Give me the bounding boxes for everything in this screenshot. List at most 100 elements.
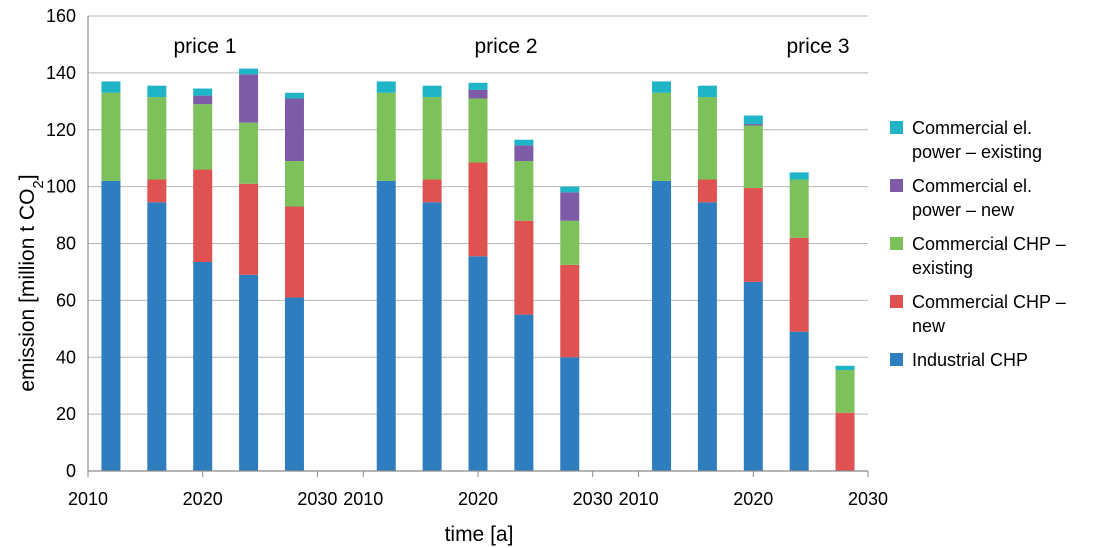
bar-segment <box>422 97 442 180</box>
bar-segment <box>284 206 304 298</box>
x-tick-labels: 2010 2020 2030 2010 2020 2030 2010 2020 2030 <box>68 489 888 509</box>
bar-segment <box>743 124 763 126</box>
bar-segment <box>514 220 534 315</box>
bar-segment <box>835 370 855 413</box>
y-tick-label: 160 <box>46 6 76 26</box>
y-tick-label: 20 <box>56 404 76 424</box>
legend-label: Commercial el. power – existing <box>912 118 1043 162</box>
bar-segment <box>376 180 396 471</box>
x-tick-label: 2010 <box>619 489 659 509</box>
bar-segment <box>789 179 809 238</box>
bar-segment <box>101 180 121 471</box>
legend-label: Industrial CHP <box>912 350 1029 370</box>
legend-item: Commercial CHP – existing <box>890 232 1095 280</box>
bar-segment <box>697 202 717 471</box>
bar-segment <box>789 331 809 471</box>
group-label: price 1 <box>173 35 236 58</box>
bar-segment <box>101 92 121 181</box>
legend-item: Industrial CHP <box>890 348 1095 372</box>
legend-swatch <box>890 353 903 366</box>
x-tick-label: 2030 <box>848 489 888 509</box>
bar-segment <box>652 180 672 471</box>
bar-segment <box>422 179 442 203</box>
bar-segment <box>376 92 396 181</box>
bar-segment <box>697 97 717 180</box>
x-tick-label: 2020 <box>183 489 223 509</box>
bar-segment <box>284 161 304 207</box>
bar-segment <box>284 297 304 471</box>
legend-label: Commercial el. power – new <box>912 176 1033 220</box>
group-label: price 2 <box>474 35 537 58</box>
legend: Commercial el. power – existing Commercia… <box>890 116 1095 382</box>
bar-segment <box>789 237 809 332</box>
y-tick-label: 40 <box>56 347 76 367</box>
y-tick-labels: 0 20 40 60 80 100 120 140 160 <box>46 6 76 481</box>
bar-segment <box>239 183 259 275</box>
legend-label: Commercial CHP – existing <box>912 234 1066 278</box>
bar-segment <box>284 92 304 99</box>
bar-segment <box>468 82 488 90</box>
legend-item: Commercial el. power – new <box>890 174 1095 222</box>
bar-segment <box>239 122 259 184</box>
bar-segment <box>193 95 213 105</box>
bar-segment <box>193 104 213 170</box>
bar-segment <box>743 281 763 471</box>
bar-segment <box>147 202 167 471</box>
bar-segment <box>560 264 580 358</box>
bars <box>101 68 855 471</box>
bar-segment <box>743 188 763 282</box>
bar-segment <box>514 161 534 221</box>
bar-segment <box>835 412 855 471</box>
y-tick-label: 100 <box>46 177 76 197</box>
bar-segment <box>147 179 167 203</box>
bar-segment <box>239 68 259 75</box>
bar-segment <box>560 220 580 265</box>
bar-segment <box>743 115 763 125</box>
bar-segment <box>514 145 534 162</box>
y-tick-label: 120 <box>46 120 76 140</box>
bar-segment <box>697 179 717 203</box>
bar-segment <box>284 98 304 162</box>
legend-swatch <box>890 295 903 308</box>
bar-segment <box>422 202 442 471</box>
bar-segment <box>468 256 488 471</box>
bar-segment <box>239 274 259 471</box>
x-tick-label: 2010 <box>343 489 383 509</box>
bar-segment <box>193 261 213 471</box>
x-tick-label: 2030 <box>573 489 613 509</box>
bar-segment <box>514 314 534 471</box>
bar-segment <box>468 89 488 99</box>
bar-segment <box>835 365 855 371</box>
bar-segment <box>652 81 672 93</box>
bar-segment <box>422 85 442 98</box>
x-axis-title: time [a] <box>445 523 514 546</box>
bar-segment <box>743 125 763 189</box>
legend-item: Commercial el. power – existing <box>890 116 1095 164</box>
bar-segment <box>239 74 259 123</box>
bar-segment <box>193 169 213 262</box>
bar-segment <box>101 81 121 93</box>
bar-segment <box>560 357 580 471</box>
legend-label: Commercial CHP – new <box>912 292 1066 336</box>
bar-segment <box>560 192 580 221</box>
bar-segment <box>468 98 488 163</box>
y-tick-label: 140 <box>46 63 76 83</box>
bar-segment <box>652 92 672 181</box>
bar-segment <box>697 85 717 98</box>
x-tick-label: 2030 <box>297 489 337 509</box>
bar-segment <box>147 85 167 98</box>
bar-segment <box>376 81 396 93</box>
y-tick-label: 80 <box>56 234 76 254</box>
bar-segment <box>468 162 488 257</box>
axes <box>87 16 869 477</box>
x-tick-label: 2020 <box>733 489 773 509</box>
bar-segment <box>193 88 213 96</box>
bar-segment <box>514 139 534 146</box>
legend-swatch <box>890 179 903 192</box>
y-axis-title: emission [million t CO2] <box>16 174 47 391</box>
group-labels: price 1 price 2 price 3 <box>173 35 849 58</box>
group-label: price 3 <box>786 35 849 58</box>
legend-item: Commercial CHP – new <box>890 290 1095 338</box>
legend-swatch <box>890 121 903 134</box>
